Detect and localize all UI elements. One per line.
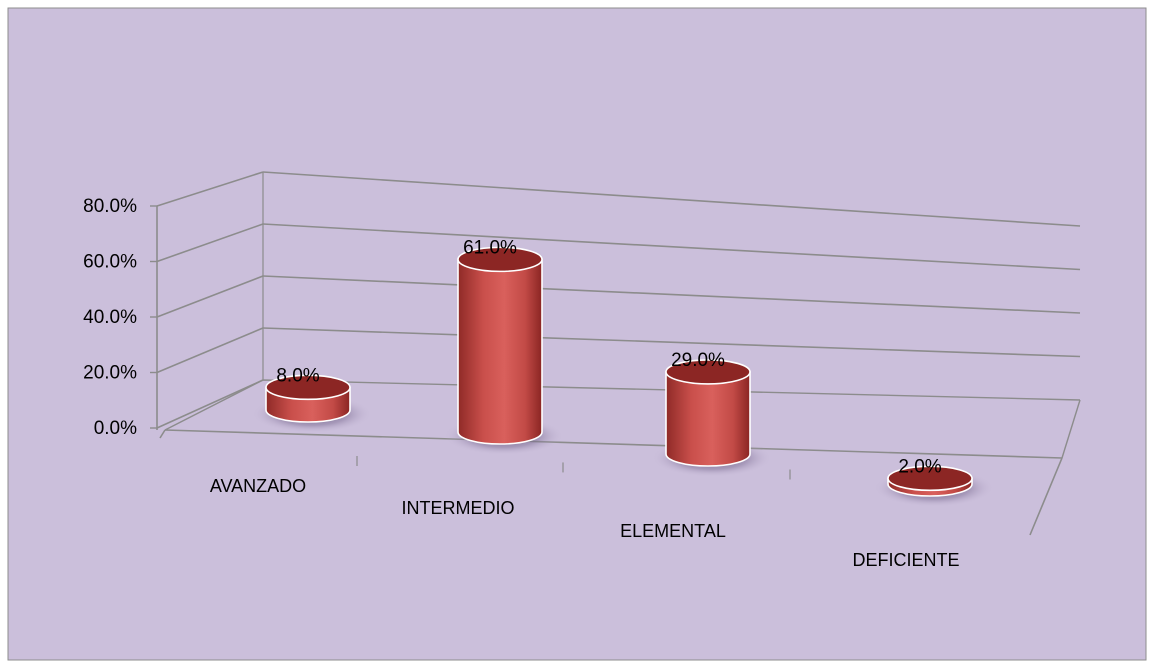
bar-top: [665, 359, 751, 385]
y-tick-label: 0.0%: [94, 418, 137, 439]
y-tick-label: 80.0%: [83, 196, 137, 217]
x-tick-label: DEFICIENTE: [852, 550, 959, 570]
bar-top: [887, 465, 973, 492]
data-label: 8.0%: [276, 365, 319, 386]
data-label: 2.0%: [898, 456, 941, 477]
bar-top: [265, 374, 351, 401]
x-tick-label: INTERMEDIO: [401, 498, 514, 518]
y-tick-label: 60.0%: [83, 252, 137, 273]
gridline: [262, 171, 1081, 227]
floor-front-edge: [1029, 457, 1063, 536]
data-label: 61.0%: [463, 237, 517, 258]
gridline: [262, 275, 1081, 314]
floor-left-edge: [159, 429, 166, 439]
data-label: 29.0%: [671, 350, 725, 371]
gridline-side: [156, 379, 264, 429]
y-tick-label: 20.0%: [83, 363, 137, 384]
y-tick-label: 40.0%: [83, 307, 137, 328]
bar-top: [457, 246, 543, 273]
x-axis: [164, 429, 1063, 459]
gridline-side: [156, 275, 264, 318]
x-tick-label: ELEMENTAL: [620, 521, 726, 541]
x-tick-label: AVANZADO: [210, 476, 306, 496]
floor-back-edge: [164, 379, 1081, 431]
gridline-side: [156, 327, 264, 374]
floor-right-edge: [1061, 399, 1081, 459]
bar: [665, 371, 751, 467]
gridline: [262, 223, 1081, 271]
chart-background: [7, 7, 1147, 661]
bar: [457, 258, 543, 445]
gridline-side: [156, 171, 264, 207]
gridline-side: [156, 223, 264, 263]
gridline: [262, 327, 1081, 358]
